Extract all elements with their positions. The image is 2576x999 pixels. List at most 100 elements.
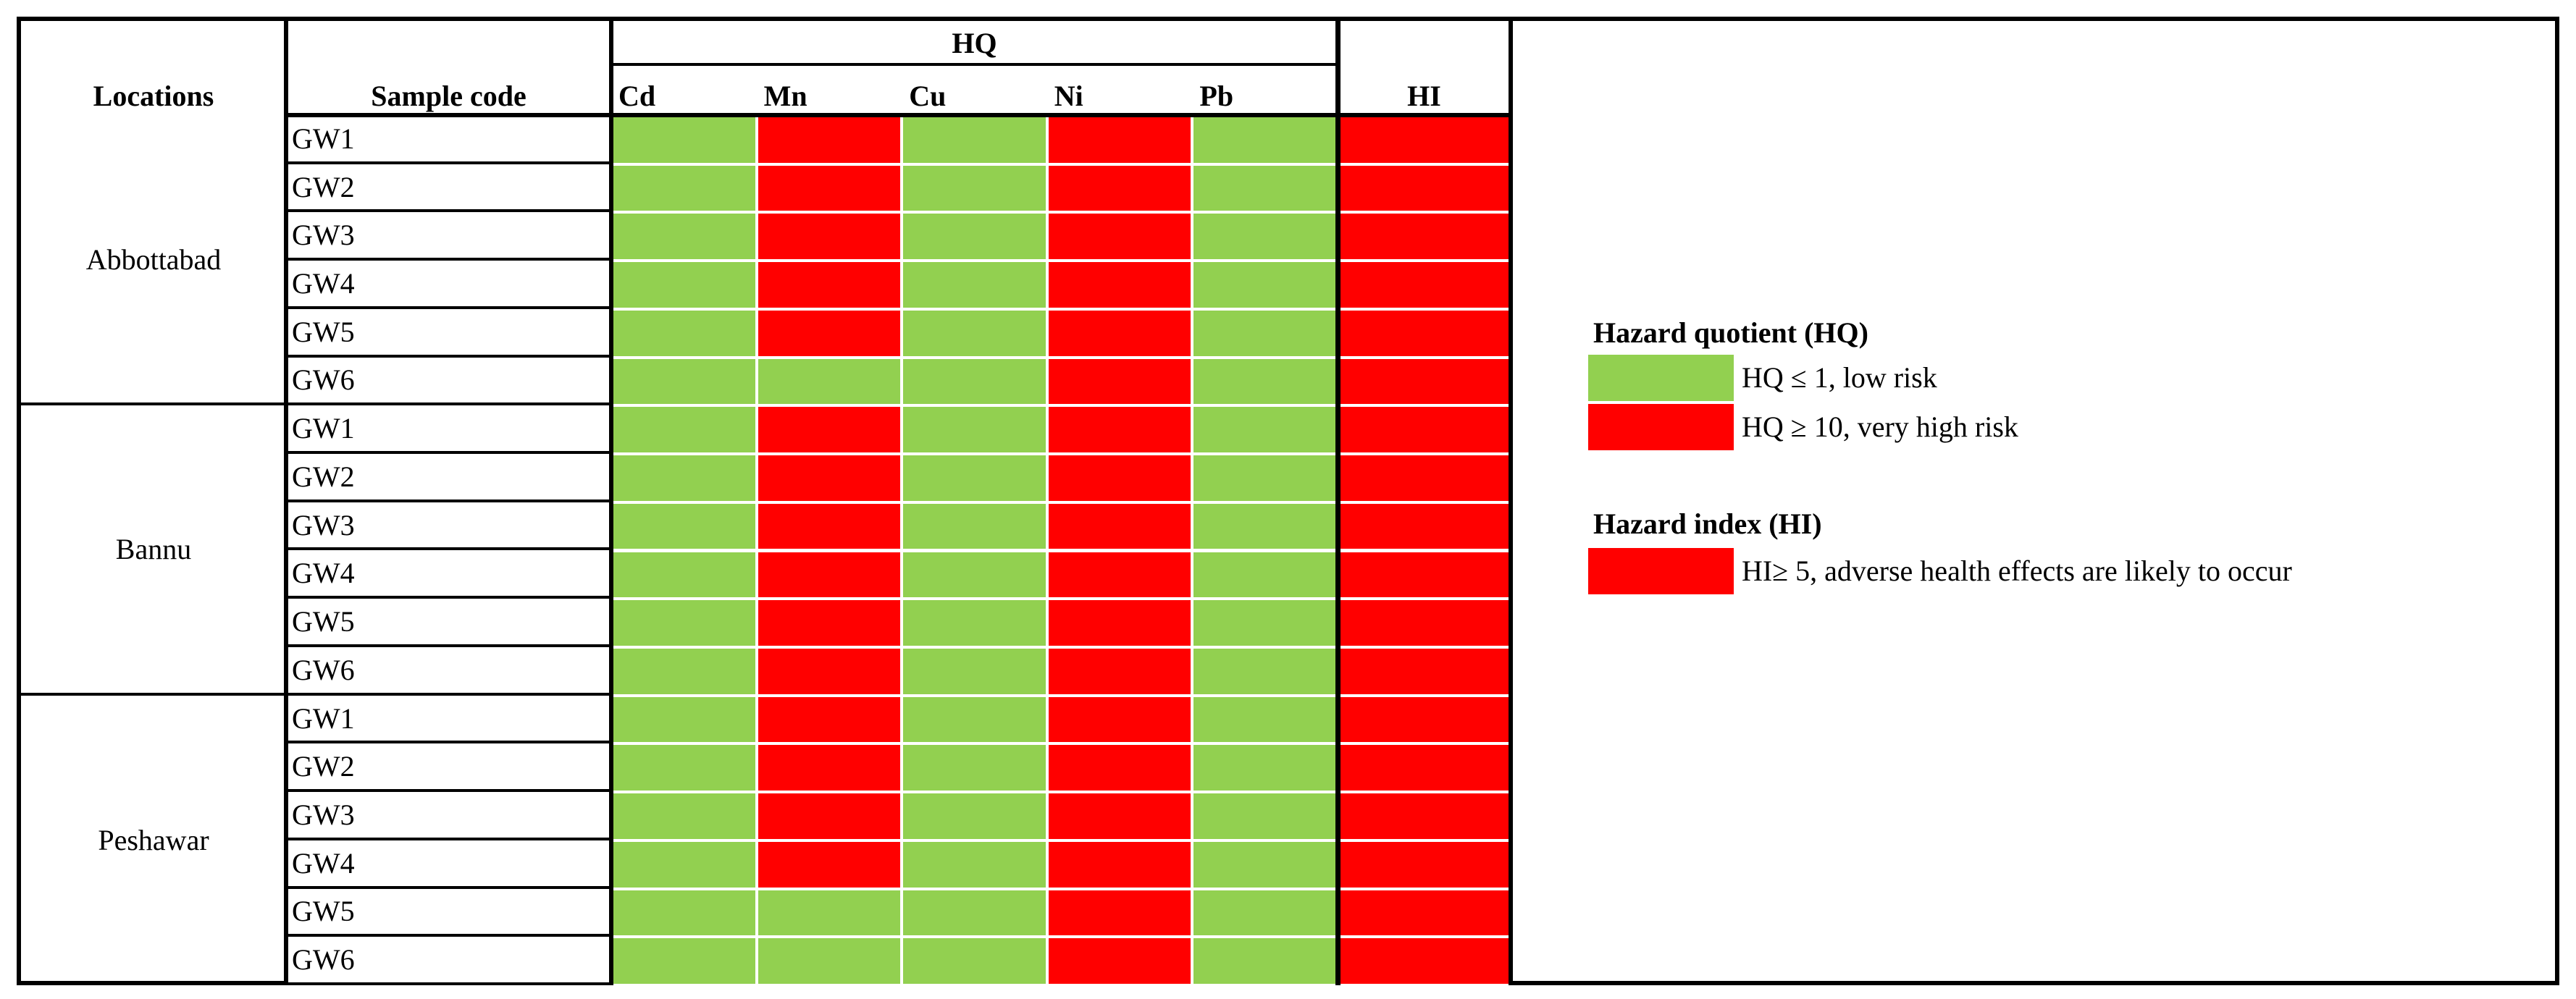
- location-label: Peshawar: [98, 824, 209, 857]
- hq-cell-cd: [611, 840, 757, 889]
- sample-code: GW2: [286, 454, 611, 502]
- divider: [286, 113, 1511, 117]
- divider: [284, 17, 288, 985]
- hi-cell: [1338, 743, 1511, 793]
- sample-code: GW4: [286, 840, 611, 889]
- hq-cell-pb: [1192, 261, 1338, 309]
- hq-cell-pb: [1192, 454, 1338, 502]
- header-metal-mn: Mn: [763, 80, 807, 112]
- hi-cell: [1338, 840, 1511, 889]
- hq-cell-ni: [1046, 454, 1193, 502]
- hi-cell: [1338, 357, 1511, 406]
- hq-cell-ni: [1046, 743, 1193, 793]
- hq-cell-cd: [611, 261, 757, 309]
- hq-cell-ni: [1046, 550, 1193, 599]
- location-label: Bannu: [21, 405, 286, 696]
- hq-cell-mn: [756, 454, 902, 502]
- sample-code: GW1: [286, 405, 611, 455]
- hq-cell-pb: [1192, 937, 1338, 985]
- hi-cell: [1338, 212, 1511, 261]
- hq-cell-cu: [902, 888, 1047, 937]
- hi-cell: [1338, 454, 1511, 502]
- hq-cell-ni: [1046, 357, 1193, 406]
- hq-cell-cd: [611, 502, 757, 551]
- hq-cell-cu: [902, 308, 1047, 358]
- hq-cell-ni: [1046, 308, 1193, 358]
- sample-code: GW6: [286, 646, 611, 696]
- hq-cell-cu: [902, 646, 1047, 696]
- legend-hq-title: Hazard quotient (HQ): [1593, 316, 1868, 349]
- divider: [609, 17, 613, 985]
- hq-cell-ni: [1046, 116, 1193, 164]
- hq-cell-mn: [756, 792, 902, 840]
- legend-hq-low: HQ ≤ 1, low risk: [1742, 361, 1937, 394]
- hq-cell-pb: [1192, 357, 1338, 406]
- hi-cell: [1338, 888, 1511, 937]
- hq-cell-cu: [902, 550, 1047, 599]
- legend-swatch-low: [1588, 355, 1734, 401]
- hi-cell: [1338, 502, 1511, 551]
- legend-hi-title: Hazard index (HI): [1593, 507, 1822, 540]
- sample-code: GW6: [286, 937, 611, 985]
- hq-cell-pb: [1192, 550, 1338, 599]
- hq-cell-cu: [902, 212, 1047, 261]
- hq-cell-ni: [1046, 888, 1193, 937]
- hq-cell-pb: [1192, 502, 1338, 551]
- hq-cell-cd: [611, 164, 757, 213]
- hq-cell-cu: [902, 695, 1047, 744]
- sample-code: GW2: [286, 164, 611, 213]
- hq-cell-ni: [1046, 646, 1193, 696]
- hq-cell-cu: [902, 116, 1047, 164]
- header-metal-cu: Cu: [909, 80, 947, 112]
- sample-code: GW5: [286, 599, 611, 647]
- hq-cell-ni: [1046, 840, 1193, 889]
- hq-cell-cu: [902, 357, 1047, 406]
- divider: [1509, 17, 1513, 985]
- hq-cell-mn: [756, 646, 902, 696]
- hq-cell-mn: [756, 502, 902, 551]
- hq-cell-mn: [756, 888, 902, 937]
- hi-cell: [1338, 116, 1511, 164]
- legend-swatch-hi: [1588, 548, 1734, 594]
- hi-cell: [1338, 308, 1511, 358]
- hq-cell-cu: [902, 454, 1047, 502]
- hq-cell-pb: [1192, 743, 1338, 793]
- hq-cell-cd: [611, 792, 757, 840]
- hq-cell-cd: [611, 695, 757, 744]
- hq-cell-ni: [1046, 261, 1193, 309]
- hi-cell: [1338, 937, 1511, 985]
- hq-cell-cd: [611, 454, 757, 502]
- divider: [1335, 17, 1341, 985]
- hq-cell-mn: [756, 695, 902, 744]
- hq-cell-cu: [902, 792, 1047, 840]
- header-locations: Locations: [93, 80, 214, 112]
- hi-cell: [1338, 646, 1511, 696]
- legend-swatch-high: [1588, 404, 1734, 450]
- hq-cell-ni: [1046, 695, 1193, 744]
- hq-cell-ni: [1046, 599, 1193, 647]
- hi-cell: [1338, 164, 1511, 213]
- hq-cell-cu: [902, 743, 1047, 793]
- hq-cell-pb: [1192, 116, 1338, 164]
- hi-cell: [1338, 261, 1511, 309]
- header-hi: HI: [1407, 80, 1441, 112]
- header-metal-ni: Ni: [1054, 80, 1083, 112]
- hq-cell-cu: [902, 261, 1047, 309]
- hq-cell-pb: [1192, 164, 1338, 213]
- legend-hi-high: HI≥ 5, adverse health effects are likely…: [1742, 555, 2292, 587]
- hq-cell-cd: [611, 212, 757, 261]
- hq-cell-mn: [756, 308, 902, 358]
- hq-cell-cd: [611, 357, 757, 406]
- sample-code: GW3: [286, 792, 611, 840]
- header-metal-cd: Cd: [618, 80, 656, 112]
- hq-cell-pb: [1192, 599, 1338, 647]
- sample-code: GW1: [286, 116, 611, 164]
- hq-cell-mn: [756, 405, 902, 455]
- hq-cell-cu: [902, 502, 1047, 551]
- hi-cell: [1338, 695, 1511, 744]
- legend-hq-high: HQ ≥ 10, very high risk: [1742, 410, 2018, 443]
- hq-cell-pb: [1192, 695, 1338, 744]
- hq-cell-cd: [611, 405, 757, 455]
- hq-cell-mn: [756, 937, 902, 985]
- sample-code: GW5: [286, 308, 611, 358]
